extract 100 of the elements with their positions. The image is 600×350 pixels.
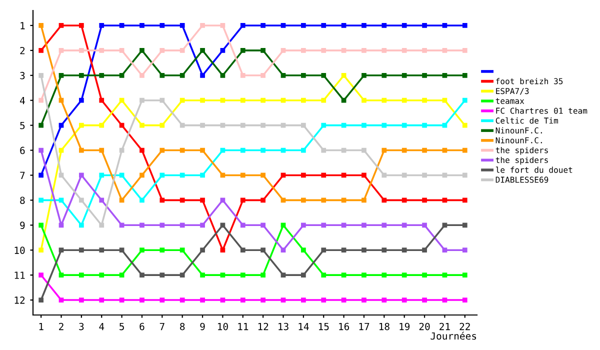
x-axis-title: Journées — [430, 332, 476, 340]
x-tick-label: 16 — [339, 322, 350, 330]
point — [240, 122, 246, 128]
x-tick-label: 13 — [278, 322, 288, 330]
point — [58, 48, 64, 53]
point — [200, 298, 205, 302]
point — [160, 198, 165, 203]
point — [462, 272, 468, 278]
x-tick-label: 2 — [59, 322, 64, 330]
point — [402, 198, 407, 203]
point — [140, 98, 144, 103]
point — [58, 98, 64, 103]
point — [341, 198, 346, 203]
legend-label: ESPA7/3 — [496, 88, 529, 95]
point — [422, 23, 427, 28]
x-tick-label: 5 — [120, 322, 124, 330]
point — [301, 23, 306, 28]
point — [442, 23, 448, 28]
point — [462, 198, 468, 203]
point — [341, 272, 346, 278]
point — [341, 72, 346, 78]
point — [402, 248, 407, 253]
point — [240, 23, 246, 28]
legend-label: the spiders — [496, 156, 548, 165]
legend-label: DIABLESSE69 — [496, 176, 548, 183]
point — [462, 122, 468, 128]
point — [341, 248, 346, 253]
point — [38, 148, 44, 153]
point — [382, 272, 387, 278]
x-tick-label: 18 — [379, 322, 390, 330]
point — [38, 298, 44, 302]
point — [341, 148, 346, 153]
point — [79, 198, 84, 203]
point — [462, 72, 468, 78]
point — [220, 198, 226, 203]
legend-label: foot breizh 35 — [496, 78, 563, 84]
point — [200, 98, 205, 103]
legend-label: FC Chartres 01 team — [496, 108, 588, 114]
point — [260, 148, 266, 153]
point — [442, 298, 448, 302]
point — [79, 172, 84, 178]
point — [58, 298, 64, 302]
y-tick-label: 10 — [14, 246, 25, 254]
point — [99, 248, 104, 253]
x-tick-label: 22 — [460, 322, 470, 330]
point — [402, 272, 407, 278]
point — [119, 172, 124, 178]
x-tick-label: 15 — [318, 322, 329, 330]
point — [180, 198, 185, 203]
point — [79, 222, 84, 228]
point — [422, 72, 427, 78]
legend-label: Celtic de Tim — [496, 117, 558, 124]
point — [119, 272, 124, 278]
point — [362, 248, 366, 253]
point — [341, 172, 346, 178]
point — [38, 122, 44, 128]
point — [119, 198, 124, 203]
point — [200, 272, 205, 278]
point — [442, 248, 448, 253]
point — [321, 198, 326, 203]
point — [301, 48, 306, 53]
point — [99, 198, 104, 203]
x-tick-label: 7 — [160, 322, 164, 330]
point — [79, 148, 84, 153]
point — [99, 272, 104, 278]
point — [301, 122, 306, 128]
point — [301, 148, 306, 153]
point — [301, 198, 306, 203]
point — [79, 122, 84, 128]
point — [422, 222, 427, 228]
point — [260, 23, 266, 28]
point — [321, 122, 326, 128]
point — [301, 72, 306, 78]
legend-label: NinounF.C. — [496, 127, 542, 134]
point — [462, 298, 468, 302]
point — [220, 222, 226, 228]
point — [442, 72, 448, 78]
x-tick-label: 19 — [400, 322, 410, 330]
point — [422, 122, 427, 128]
point — [260, 298, 266, 302]
point — [140, 248, 144, 253]
point — [301, 298, 306, 302]
point — [402, 122, 407, 128]
point — [341, 23, 346, 28]
point — [119, 122, 124, 128]
point — [362, 122, 366, 128]
point — [38, 23, 44, 28]
point — [301, 172, 306, 178]
point — [382, 222, 387, 228]
point — [119, 48, 124, 53]
point — [362, 148, 366, 153]
point — [382, 198, 387, 203]
point — [280, 172, 286, 178]
point — [280, 98, 286, 103]
point — [160, 248, 165, 253]
point — [79, 248, 84, 253]
point — [321, 98, 326, 103]
point — [160, 23, 165, 28]
point — [160, 148, 165, 153]
point — [220, 72, 226, 78]
